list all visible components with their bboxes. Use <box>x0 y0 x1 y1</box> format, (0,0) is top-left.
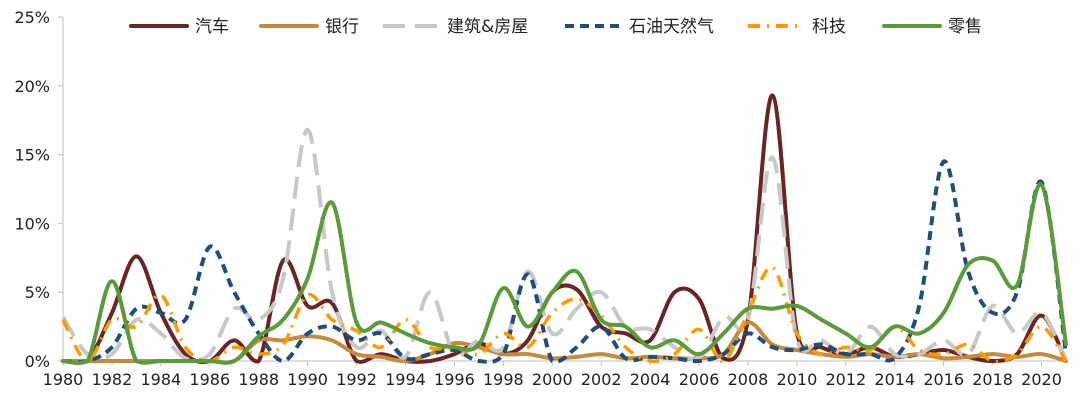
series-line-5 <box>61 182 1068 365</box>
x-tick-label: 1990 <box>287 370 328 389</box>
legend-item: 汽车 <box>129 17 229 37</box>
legend-item: 零售 <box>882 17 982 37</box>
legend-label: 零售 <box>948 17 982 37</box>
legend-item: 石油天然气 <box>565 17 714 37</box>
chart-axes: 0% 5% 10% 15% 20% 25% 1980 1982 1984 1986 1988 1990… <box>14 8 1066 389</box>
y-tick-label: 15% <box>14 146 50 165</box>
x-tick-label: 2000 <box>532 370 573 389</box>
legend-item: 科技 <box>748 17 846 37</box>
x-tick-label: 1982 <box>92 370 133 389</box>
x-tick-label: 1998 <box>483 370 524 389</box>
x-tick-label: 1980 <box>43 370 84 389</box>
x-tick-label: 2012 <box>825 370 866 389</box>
legend-label: 科技 <box>812 17 846 37</box>
x-tick-label: 2014 <box>874 370 915 389</box>
legend-item: 建筑&房屋 <box>383 17 528 37</box>
y-tick-label: 25% <box>14 8 50 27</box>
y-tick-label: 0% <box>25 352 50 371</box>
x-tick-label: 2020 <box>1021 370 1062 389</box>
x-tick-label: 1984 <box>140 370 181 389</box>
y-tick-label: 10% <box>14 214 50 233</box>
legend-label: 建筑&房屋 <box>447 17 528 37</box>
x-tick-label: 2010 <box>777 370 818 389</box>
x-tick-label: 1988 <box>238 370 279 389</box>
x-tick-label: 2016 <box>923 370 964 389</box>
legend-label: 石油天然气 <box>629 17 714 37</box>
x-tick-label: 1992 <box>336 370 377 389</box>
legend: 汽车 银行 建筑&房屋 石油天然气 科技 零售 <box>129 17 982 37</box>
x-tick-label: 2004 <box>630 370 671 389</box>
x-tick-label: 1986 <box>189 370 230 389</box>
y-tick-label: 20% <box>14 77 50 96</box>
x-tick-label: 2018 <box>972 370 1013 389</box>
legend-label: 汽车 <box>195 17 229 37</box>
x-tick-label: 1994 <box>385 370 426 389</box>
series-line-2 <box>61 127 1068 363</box>
x-tick-label: 2006 <box>679 370 720 389</box>
x-tick-label: 2002 <box>581 370 622 389</box>
y-tick-label: 5% <box>25 283 50 302</box>
legend-label: 银行 <box>325 17 359 37</box>
series-layer <box>61 93 1068 365</box>
x-tick-label: 2008 <box>728 370 769 389</box>
x-tick-label: 1996 <box>434 370 475 389</box>
series-line-3 <box>62 159 1068 365</box>
legend-item: 银行 <box>259 17 359 37</box>
